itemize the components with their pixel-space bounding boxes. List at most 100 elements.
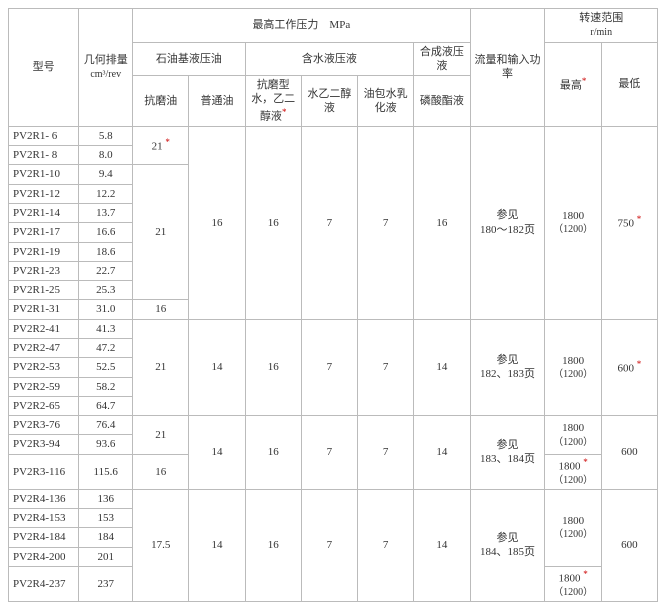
- rpm-paren: （1200）: [548, 436, 597, 449]
- val-rpm-min: 600: [601, 489, 657, 601]
- model: PV2R4-136: [9, 489, 79, 508]
- disp: 31.0: [79, 300, 133, 319]
- hdr-disp-unit: cm³/rev: [90, 69, 121, 80]
- model: PV2R4-200: [9, 547, 79, 566]
- model: PV2R3-116: [9, 454, 79, 489]
- disp: 237: [79, 566, 133, 601]
- val-rpm-max: 1800 * （1200）: [545, 566, 601, 601]
- val-rpm-max: 1800 （1200）: [545, 416, 601, 455]
- model: PV2R1-31: [9, 300, 79, 319]
- val-ow: 7: [358, 126, 414, 319]
- model: PV2R2-53: [9, 358, 79, 377]
- disp: 47.2: [79, 339, 133, 358]
- disp: 184: [79, 528, 133, 547]
- disp: 41.3: [79, 319, 133, 338]
- disp: 52.5: [79, 358, 133, 377]
- val-anti-wear: 17.5: [133, 489, 189, 601]
- disp: 58.2: [79, 377, 133, 396]
- hdr-rpm-range: 转速范围 r/min: [545, 9, 658, 43]
- model: PV2R1- 8: [9, 146, 79, 165]
- val-aww: 16: [245, 489, 301, 601]
- val-anti-wear: 21 *: [133, 126, 189, 165]
- disp: 25.3: [79, 281, 133, 300]
- model: PV2R1-17: [9, 223, 79, 242]
- hdr-phosphate: 磷酸酯液: [414, 76, 470, 127]
- val-ow: 7: [358, 416, 414, 490]
- min: 600: [617, 363, 634, 375]
- hdr-rpm-text: 转速范围: [579, 12, 623, 24]
- disp: 16.6: [79, 223, 133, 242]
- model: PV2R1-10: [9, 165, 79, 184]
- val-general: 14: [189, 319, 245, 415]
- model: PV2R1-14: [9, 203, 79, 222]
- model: PV2R2-59: [9, 377, 79, 396]
- val-anti-wear: 21: [133, 416, 189, 455]
- disp: 13.7: [79, 203, 133, 222]
- hdr-flow-power: 流量和输入功率: [470, 9, 545, 127]
- disp: 115.6: [79, 454, 133, 489]
- disp: 93.6: [79, 435, 133, 454]
- hdr-oil-water: 油包水乳化液: [358, 76, 414, 127]
- model: PV2R2-47: [9, 339, 79, 358]
- star-aww: *: [282, 107, 287, 117]
- see: 参见: [497, 532, 519, 544]
- model: PV2R1-12: [9, 184, 79, 203]
- val-aww: 16: [245, 416, 301, 490]
- val-flow: 参见 183、184页: [470, 416, 545, 490]
- rpm: 1800: [558, 460, 580, 472]
- val-general: 14: [189, 416, 245, 490]
- hdr-rpm-unit: r/min: [590, 27, 612, 38]
- hdr-disp-text: 几何排量: [84, 54, 128, 66]
- disp: 201: [79, 547, 133, 566]
- see: 参见: [497, 209, 519, 221]
- rpm: 1800: [562, 355, 584, 367]
- hdr-general: 普通油: [189, 76, 245, 127]
- val-flow: 参见 182、183页: [470, 319, 545, 415]
- val-general: 14: [189, 489, 245, 601]
- hdr-min-rpm: 最低: [601, 42, 657, 126]
- disp: 136: [79, 489, 133, 508]
- hdr-water-glycol: 水乙二醇液: [301, 76, 357, 127]
- model: PV2R4-153: [9, 509, 79, 528]
- star: *: [637, 214, 642, 224]
- val-rpm-min: 750 *: [601, 126, 657, 319]
- rpm-paren: （1200）: [548, 223, 597, 236]
- table-row: PV2R3-76 76.4 21 14 16 7 7 14 参见 183、184…: [9, 416, 658, 435]
- rpm: 1800: [562, 422, 584, 434]
- val-flow: 参见 180～182页: [470, 126, 545, 319]
- val-ow: 7: [358, 319, 414, 415]
- model: PV2R1-25: [9, 281, 79, 300]
- star-max: *: [582, 76, 587, 86]
- model: PV2R2-41: [9, 319, 79, 338]
- disp: 76.4: [79, 416, 133, 435]
- table-row: PV2R1- 6 5.8 21 * 16 16 7 7 16 参见 180～18…: [9, 126, 658, 145]
- hdr-max-pressure: 最高工作压力 MPa: [133, 9, 470, 43]
- hdr-water: 含水液压液: [245, 42, 414, 76]
- rpm-paren: （1200）: [548, 474, 597, 487]
- disp: 22.7: [79, 261, 133, 280]
- model: PV2R1-19: [9, 242, 79, 261]
- val-anti-wear: 21: [133, 165, 189, 300]
- see: 参见: [497, 354, 519, 366]
- table-row: PV2R4-136 136 17.5 14 16 7 7 14 参见 184、1…: [9, 489, 658, 508]
- spec-table: 型号 几何排量 cm³/rev 最高工作压力 MPa 流量和输入功率 转速范围 …: [8, 8, 658, 602]
- rpm: 1800: [562, 210, 584, 222]
- pages: 184、185页: [480, 546, 535, 558]
- pages: 183、184页: [480, 453, 535, 465]
- val-wg: 7: [301, 489, 357, 601]
- model: PV2R2-65: [9, 396, 79, 415]
- model: PV2R1-23: [9, 261, 79, 280]
- val-rpm-max: 1800 * （1200）: [545, 454, 601, 489]
- model: PV2R4-237: [9, 566, 79, 601]
- star: *: [583, 569, 588, 579]
- rpm-paren: （1200）: [548, 528, 597, 541]
- val-ph: 16: [414, 126, 470, 319]
- val-rpm-max: 1800 （1200）: [545, 126, 601, 319]
- disp: 12.2: [79, 184, 133, 203]
- hdr-model: 型号: [9, 9, 79, 127]
- val-ph: 14: [414, 319, 470, 415]
- rpm-paren: （1200）: [548, 586, 597, 599]
- val-rpm-max: 1800 （1200）: [545, 319, 601, 415]
- table-row: PV2R2-41 41.3 21 14 16 7 7 14 参见 182、183…: [9, 319, 658, 338]
- min: 750: [617, 218, 634, 230]
